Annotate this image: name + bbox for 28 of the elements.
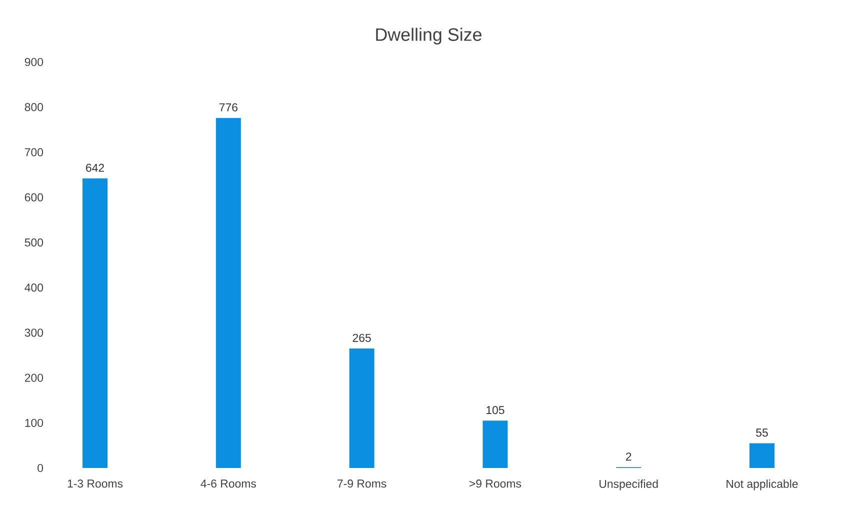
x-tick-label: 7-9 Roms: [338, 480, 386, 488]
y-tick-label: 900: [24, 58, 44, 66]
y-tick-label: 800: [24, 103, 44, 112]
data-label: 265: [352, 334, 371, 342]
data-label: 776: [219, 103, 238, 112]
bar: [749, 443, 774, 468]
y-tick-label: 0: [38, 464, 44, 472]
y-tick-label: 700: [24, 148, 44, 156]
y-tick-label: 300: [24, 328, 44, 337]
data-label: 2: [626, 452, 632, 461]
x-tick-label: Unspecified: [600, 480, 658, 490]
y-tick-label: 400: [24, 284, 44, 292]
chart-title: Dwelling Size: [376, 28, 482, 45]
y-tick-label: 200: [24, 374, 44, 382]
x-tick-label: >9 Rooms: [469, 480, 522, 488]
bar: [482, 420, 508, 468]
data-label: 55: [756, 428, 768, 437]
data-label: 642: [86, 164, 104, 172]
bar: [349, 348, 374, 468]
x-tick-label: Not applicable: [726, 480, 798, 490]
x-tick-label: 4-6 Rooms: [200, 480, 256, 488]
x-tick-label: 1-3 Rooms: [68, 480, 123, 488]
y-tick-label: 100: [25, 418, 44, 427]
bar: [216, 118, 241, 468]
bar: [82, 178, 108, 468]
y-tick-label: 600: [24, 193, 44, 202]
y-tick-label: 500: [24, 238, 44, 246]
data-label: 105: [486, 406, 504, 414]
